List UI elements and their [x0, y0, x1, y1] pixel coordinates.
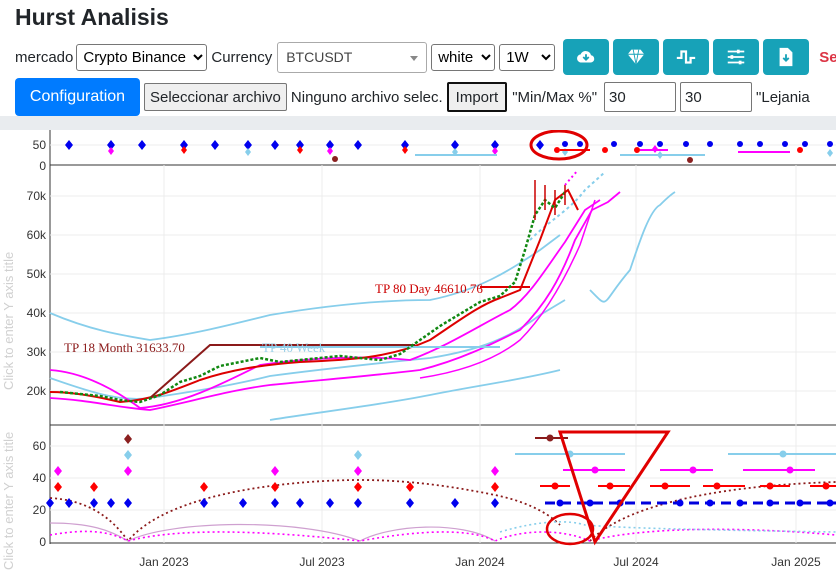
- tick-label: 50k: [27, 267, 47, 281]
- cloud-download-button[interactable]: [563, 39, 610, 75]
- tp-80-day-label: TP 80 Day 46610.76: [375, 281, 483, 296]
- x-axis-ticks: Jan 2023 Jul 2023 Jan 2024 Jul 2024 Jan …: [139, 555, 821, 569]
- price-panel: TP 80 Day 46610.76 TP 18 Month 31633.70 …: [49, 169, 676, 421]
- tick-label: 0: [39, 535, 46, 549]
- tick-label: 70k: [27, 189, 47, 203]
- interval-select[interactable]: 1W: [499, 43, 556, 71]
- minmax-input-2[interactable]: 30: [680, 82, 753, 112]
- currency-label: Currency: [211, 48, 273, 66]
- tp-40-week-label: TP 40 Week: [262, 340, 326, 355]
- currency-combobox[interactable]: BTCUSDT: [277, 41, 428, 73]
- separator-bar: [0, 116, 836, 130]
- tick-label: 50: [33, 138, 47, 152]
- truncated-label: Se: [819, 48, 836, 66]
- diamond-icon: [627, 49, 645, 65]
- tick-label: 20: [33, 503, 47, 517]
- tick-label: 20k: [27, 384, 47, 398]
- minmax-input-1[interactable]: 30: [604, 82, 677, 112]
- file-download-button[interactable]: [763, 39, 810, 75]
- lejania-label: "Lejania: [756, 88, 810, 106]
- market-select[interactable]: Crypto Binance: [76, 43, 208, 71]
- tp-18-month-label: TP 18 Month 31633.70: [64, 340, 185, 355]
- price-axis-title[interactable]: Click to enter Y axis title: [1, 252, 16, 390]
- down-triangle-annotation: [557, 430, 671, 546]
- tick-label: 60k: [27, 228, 47, 242]
- minmax-label: "Min/Max %": [512, 88, 598, 106]
- import-button[interactable]: Import: [446, 82, 508, 112]
- cycle-axis-title[interactable]: Click to enter Y axis title: [1, 432, 16, 570]
- tick-label: 40k: [27, 306, 47, 320]
- cycle-panel: [46, 430, 836, 546]
- highlight-circle: [545, 512, 595, 546]
- file-select-button[interactable]: Seleccionar archivo: [144, 83, 287, 111]
- tick-label: 30k: [27, 345, 47, 359]
- market-label: mercado: [15, 48, 74, 66]
- currency-value: BTCUSDT: [286, 49, 353, 65]
- chevron-down-icon: [410, 55, 419, 61]
- file-download-icon: [779, 47, 793, 67]
- pulse-wave-button[interactable]: [663, 39, 710, 75]
- sliders-icon: [727, 49, 745, 65]
- tick-label: 60: [33, 439, 47, 453]
- gridlines: [50, 144, 836, 543]
- cloud-download-icon: [577, 51, 595, 63]
- toolbar-row-1: mercado Crypto Binance Currency BTCUSDT …: [15, 39, 836, 75]
- toolbar-row-2: Configuration Seleccionar archivo Ningun…: [15, 78, 813, 116]
- configuration-button[interactable]: Configuration: [15, 78, 140, 116]
- page-title: Hurst Analisis: [15, 4, 169, 30]
- y-axis-ticks: 50 0 70k 60k 50k 40k 30k 20k 60 40 20 0: [27, 138, 47, 549]
- tick-label: 0: [39, 159, 46, 173]
- highlight-circle: [529, 130, 589, 161]
- diamond-button[interactable]: [613, 39, 660, 75]
- tick-label: Jan 2025: [771, 555, 821, 569]
- hurst-chart[interactable]: Click to enter Y axis title Click to ent…: [0, 130, 836, 575]
- tick-label: 40: [33, 471, 47, 485]
- tick-label: Jan 2023: [139, 555, 189, 569]
- file-status-text: Ninguno archivo selec.: [290, 88, 443, 106]
- top-indicator-markers: [65, 130, 833, 163]
- tick-label: Jul 2024: [613, 555, 659, 569]
- tick-label: Jan 2024: [455, 555, 505, 569]
- sliders-button[interactable]: [713, 39, 760, 75]
- tick-label: Jul 2023: [299, 555, 345, 569]
- pulse-wave-icon: [677, 50, 696, 64]
- theme-select[interactable]: white: [431, 43, 496, 71]
